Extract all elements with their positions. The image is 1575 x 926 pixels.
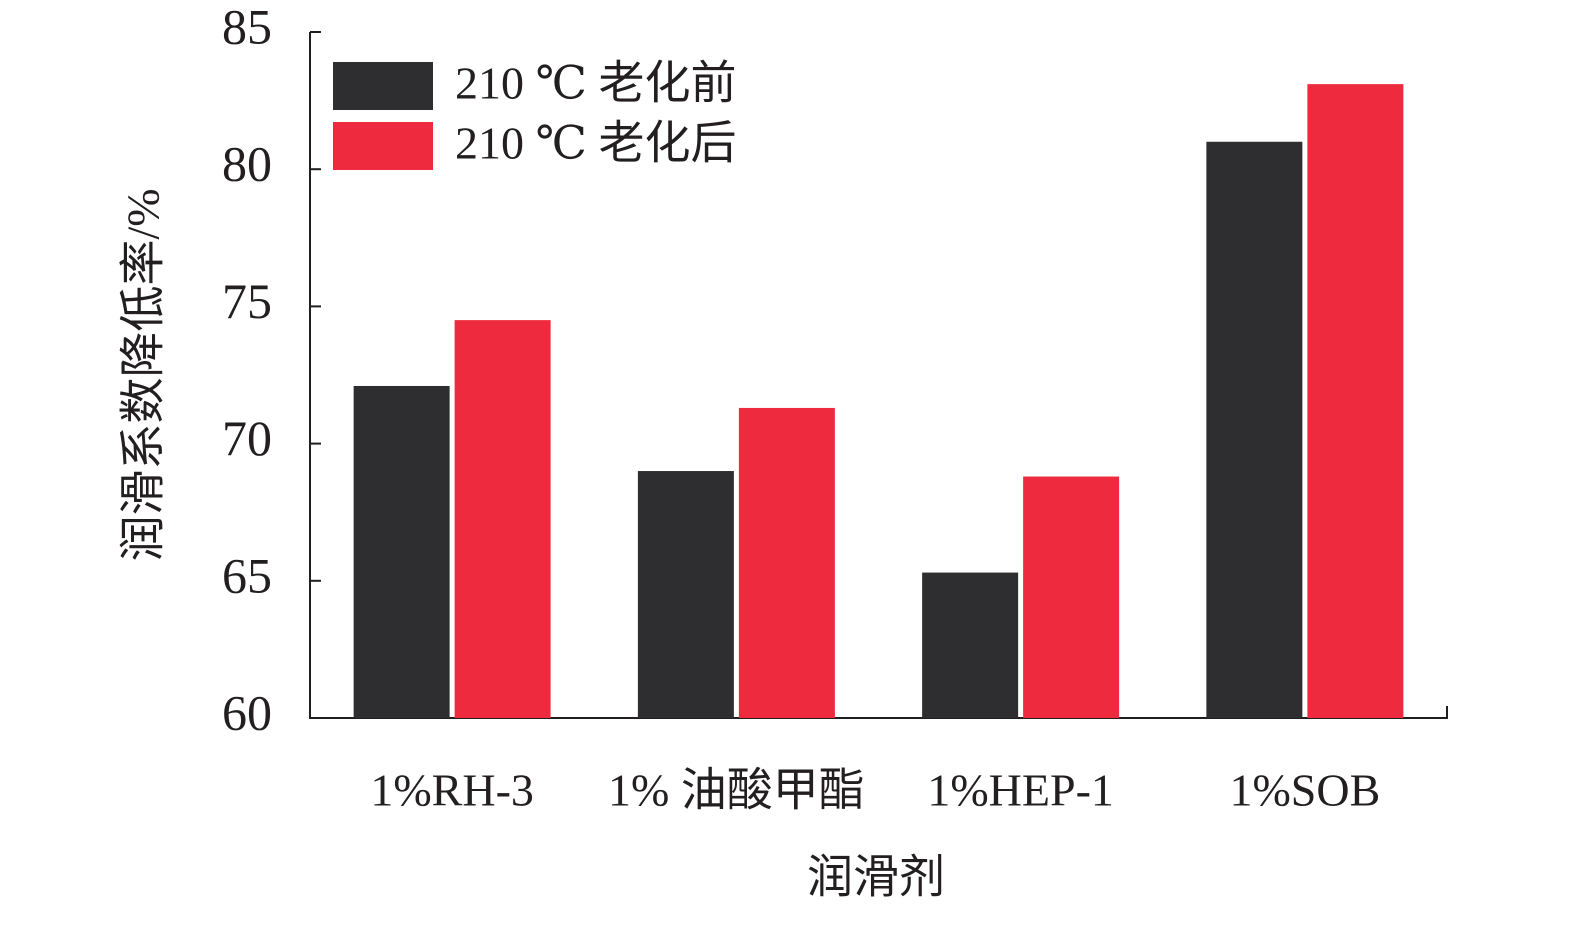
y-tick-label: 75 [222,273,272,329]
bar [1206,141,1303,718]
bar [922,572,1019,718]
x-axis-title: 润滑剂 [807,852,945,903]
bar [1023,476,1120,718]
bar [353,385,450,718]
x-tick-label: 1%SOB [1229,765,1380,816]
bar [637,471,734,718]
bar [1307,84,1404,719]
y-tick-label: 70 [222,410,272,466]
legend-label: 210 ℃ 老化前 [455,58,736,109]
y-tick-label: 85 [222,0,272,54]
y-tick-label: 80 [222,136,272,192]
x-tick-label: 1% 油酸甲酯 [608,765,865,816]
x-tick-label: 1%HEP-1 [927,765,1114,816]
x-tick-label: 1%RH-3 [370,765,534,816]
legend-swatch [333,122,433,170]
y-axis-title: 润滑系数降低率/% [118,188,169,561]
legend-swatch [333,62,433,110]
y-tick-label: 60 [222,684,272,740]
y-tick-label: 65 [222,547,272,603]
legend-label: 210 ℃ 老化后 [455,118,736,169]
bar [738,407,835,718]
bar [454,320,551,718]
